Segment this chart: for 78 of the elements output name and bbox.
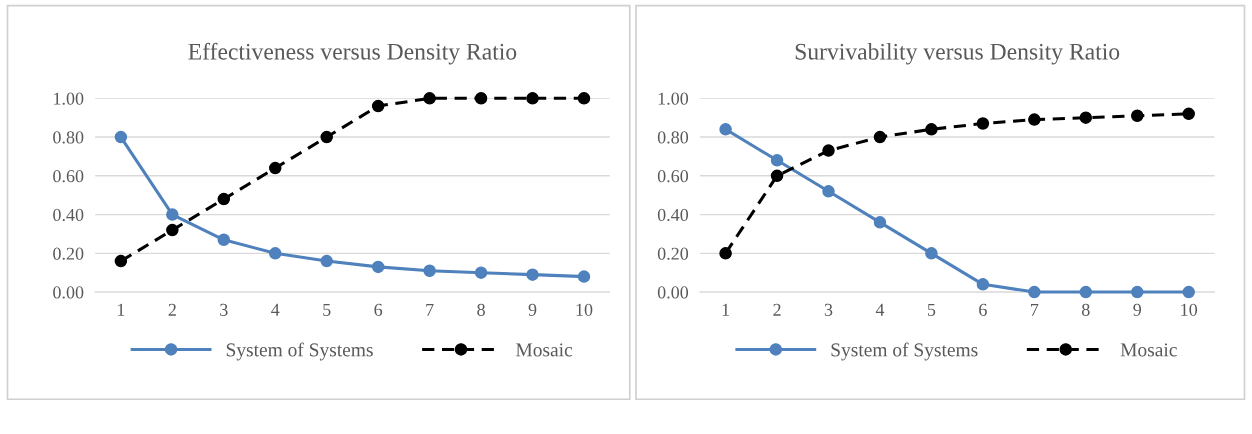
y-tick-label: 0.80: [657, 131, 689, 144]
point: [925, 123, 938, 136]
x-tick-label: 5: [927, 303, 936, 316]
point: [976, 117, 990, 130]
x-tick-label: 6: [374, 303, 383, 316]
point: [925, 247, 938, 260]
point: [1079, 111, 1093, 124]
x-tick-label: 7: [1031, 303, 1039, 316]
point: [770, 154, 784, 167]
point: [873, 130, 887, 144]
chart-title: Survivability versus Density Ratio: [795, 43, 1120, 65]
point: [474, 92, 488, 105]
x-tick-label: 8: [1081, 303, 1090, 316]
y-tick-label: 0.60: [657, 170, 689, 183]
point: [320, 130, 333, 144]
x-tick-label: 2: [168, 303, 176, 316]
point: [873, 216, 887, 229]
point: [114, 130, 128, 144]
point: [166, 208, 179, 221]
x-tick-label: 3: [220, 303, 228, 316]
point: [269, 161, 282, 175]
x-tick-label: 4: [875, 303, 885, 316]
point: [577, 92, 591, 105]
point: [822, 185, 835, 198]
point: [976, 278, 990, 291]
point: [371, 260, 385, 274]
point: [719, 247, 732, 260]
point: [770, 169, 784, 183]
x-tick-label: 10: [1181, 303, 1198, 316]
point: [423, 264, 436, 278]
point: [1028, 285, 1041, 299]
x-tick-label: 4: [271, 303, 280, 316]
x-tick-label: 7: [426, 303, 434, 316]
y-tick-label: 0.80: [53, 131, 84, 144]
point: [217, 192, 231, 206]
x-tick-label: 1: [117, 303, 125, 316]
x-tick-label: 8: [477, 303, 485, 316]
y-tick-label: 0.20: [53, 247, 84, 260]
y-tick-label: 0.00: [657, 286, 689, 299]
point: [526, 268, 539, 281]
y-tick-label: 0.40: [53, 208, 84, 222]
y-tick-label: 0.20: [657, 247, 689, 260]
point: [577, 270, 591, 283]
x-tick-label: 10: [576, 303, 593, 316]
x-tick-label: 3: [824, 303, 833, 316]
point: [1028, 113, 1041, 126]
x-tick-label: 1: [722, 303, 730, 316]
point: [719, 123, 732, 136]
y-tick-label: 1.00: [54, 92, 84, 105]
point: [822, 144, 835, 157]
legend-label: Mosaic: [516, 343, 573, 357]
y-tick-label: 0.40: [657, 208, 689, 222]
point: [1182, 285, 1195, 299]
point: [217, 233, 231, 247]
point: [423, 92, 436, 105]
x-tick-label: 2: [773, 303, 781, 316]
point: [474, 266, 488, 279]
x-tick-label: 9: [1133, 303, 1142, 316]
point: [114, 254, 128, 268]
x-tick-label: 9: [528, 303, 537, 316]
legend-label: Mosaic: [1120, 343, 1177, 357]
point: [1131, 285, 1144, 299]
x-tick-label: 5: [323, 303, 331, 316]
y-tick-label: 1.00: [658, 92, 689, 105]
y-tick-label: 0.60: [53, 170, 84, 183]
point: [526, 92, 539, 105]
chart-title: Effectiveness versus Density Ratio: [188, 42, 517, 65]
point: [1131, 109, 1144, 122]
point: [1079, 285, 1093, 299]
point: [320, 254, 333, 268]
legend-label: System of Systems: [831, 342, 978, 361]
point: [166, 223, 179, 237]
y-tick-label: 0.00: [53, 286, 84, 299]
point: [269, 247, 282, 260]
legend-label: System of Systems: [226, 342, 373, 361]
x-tick-label: 6: [979, 303, 987, 316]
point: [1182, 107, 1195, 121]
point: [371, 99, 385, 113]
